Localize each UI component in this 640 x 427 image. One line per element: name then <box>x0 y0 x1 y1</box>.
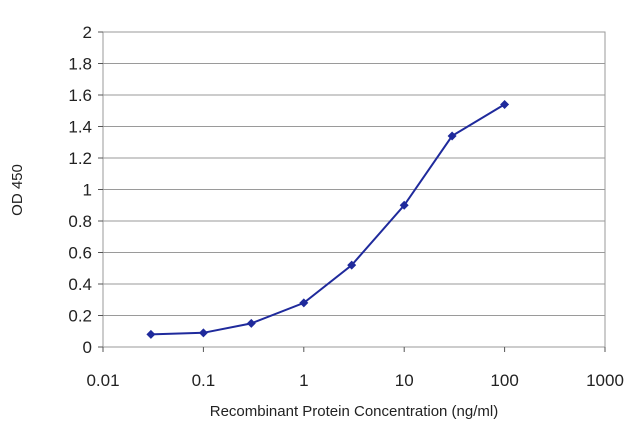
data-point <box>347 260 357 270</box>
x-tick-label: 0.1 <box>192 371 216 390</box>
data-point <box>299 298 309 308</box>
data-point <box>246 318 256 328</box>
y-tick-label: 1.2 <box>68 149 92 168</box>
y-axis-label: OD 450 <box>9 164 26 216</box>
y-tick-label: 0.2 <box>68 307 92 326</box>
x-tick-label: 100 <box>490 371 518 390</box>
x-tick-label: 1000 <box>586 371 624 390</box>
data-point <box>399 200 409 210</box>
data-point <box>198 328 208 338</box>
y-axis-ticks: 0 0.2 0.4 0.6 0.8 1 1.2 1.4 1.6 1.8 2 <box>68 23 103 357</box>
x-axis-ticks: 0.01 0.1 1 10 100 1000 <box>86 347 624 390</box>
y-tick-label: 1 <box>83 181 92 200</box>
x-tick-label: 10 <box>395 371 414 390</box>
data-point <box>447 131 457 141</box>
data-point <box>146 329 156 339</box>
y-tick-label: 1.6 <box>68 86 92 105</box>
y-tick-label: 0.8 <box>68 212 92 231</box>
series-group <box>146 99 510 339</box>
series-line <box>150 103 506 336</box>
y-tick-label: 1.8 <box>68 55 92 74</box>
y-tick-label: 0.4 <box>68 275 92 294</box>
y-tick-label: 1.4 <box>68 118 92 137</box>
y-tick-label: 2 <box>83 23 92 42</box>
x-axis-label: Recombinant Protein Concentration (ng/ml… <box>210 403 498 420</box>
y-tick-label: 0.6 <box>68 244 92 263</box>
y-tick-label: 0 <box>83 338 92 357</box>
x-tick-label: 1 <box>299 371 308 390</box>
gridlines <box>103 63 605 316</box>
x-tick-label: 0.01 <box>86 371 119 390</box>
data-point <box>500 99 510 109</box>
